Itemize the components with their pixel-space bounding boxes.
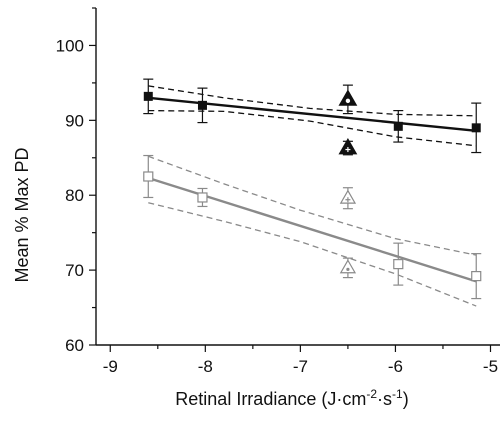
x-tick-label: -8: [198, 357, 213, 376]
x-axis-title-s: s: [383, 389, 392, 409]
open-square-point: [197, 192, 208, 203]
filled-square-point: [393, 121, 403, 131]
confidence-band-upper: [148, 155, 477, 256]
triangle-dot-marker: [345, 98, 351, 104]
confidence-band-lower: [148, 109, 477, 147]
open-triangle-point: [339, 189, 357, 204]
confidence-bands: [148, 85, 477, 307]
x-axis-title-exp1: -2: [366, 387, 377, 401]
y-axis-title: Mean % Max PD: [12, 147, 32, 282]
filled-triangle-point: [338, 138, 358, 155]
axes: 60 70 80 90 100 -9 -8 -7 -6 -5: [56, 7, 500, 376]
x-tick-label: -6: [388, 357, 403, 376]
filled-triangle-point: [338, 89, 358, 106]
data-points: [143, 89, 482, 282]
open-square-point: [393, 259, 404, 270]
x-tick-label: -7: [293, 357, 308, 376]
open-square-point: [471, 271, 482, 282]
triangle-dot-marker: [346, 267, 350, 271]
y-tick-label: 60: [65, 336, 84, 355]
x-tick-label: -9: [103, 357, 118, 376]
filled-square-point: [143, 91, 153, 101]
x-axis-title: Retinal Irradiance (J·cm-2·s-1): [175, 387, 408, 409]
x-axis-title-dot: ·: [336, 389, 342, 409]
x-tick-label: -5: [483, 357, 498, 376]
confidence-band-upper: [148, 85, 477, 117]
x-axis-title-exp2: -1: [392, 387, 403, 401]
error-bars: [143, 78, 482, 300]
filled-square-point: [197, 100, 207, 110]
confidence-band-lower: [148, 202, 477, 307]
x-axis-title-close: ): [403, 389, 409, 409]
open-square-point: [143, 171, 154, 182]
x-axis-title-cm: cm: [342, 389, 366, 409]
y-tick-label: 80: [65, 186, 84, 205]
x-axis-title-main: Retinal Irradiance (J: [175, 389, 336, 409]
y-tick-label: 90: [65, 111, 84, 130]
regression-lines: [147, 96, 477, 283]
x-axis-title-dot2: ·: [377, 389, 383, 409]
y-tick-label: 100: [56, 36, 84, 55]
open-triangle-point: [339, 259, 357, 274]
y-tick-label: 70: [65, 261, 84, 280]
filled-square-point: [471, 123, 481, 133]
